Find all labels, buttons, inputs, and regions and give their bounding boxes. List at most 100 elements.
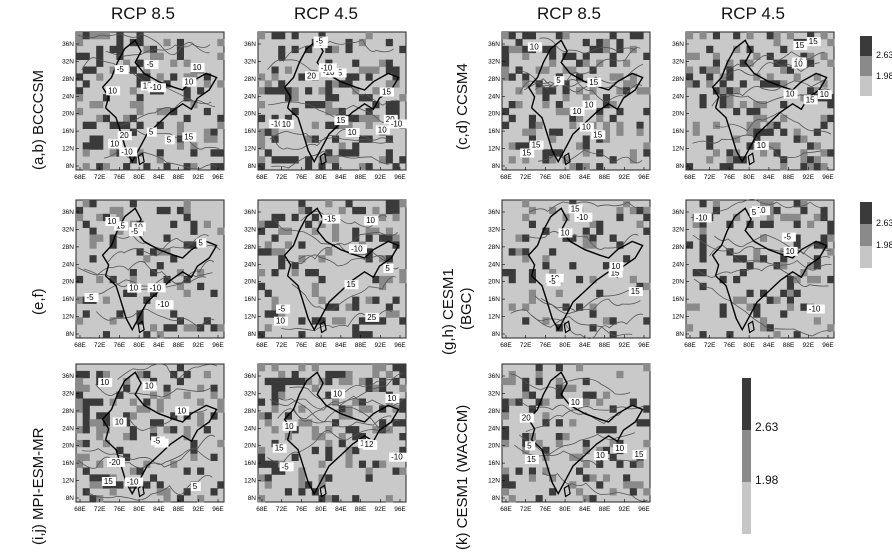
- grid-cell: [827, 149, 835, 157]
- grid-cell: [96, 135, 104, 143]
- grid-cell: [345, 114, 353, 123]
- india-outline: [527, 371, 644, 496]
- grid-cell: [143, 66, 151, 74]
- grid-cell: [719, 303, 727, 311]
- grid-cell: [766, 220, 774, 228]
- contour-line: [96, 308, 215, 329]
- grid-cell: [109, 206, 117, 215]
- contour-label-box: [119, 147, 138, 157]
- contour-label-box: [274, 316, 288, 326]
- grid-cell: [203, 220, 211, 228]
- contour-label: -15: [324, 215, 336, 224]
- contour-label-box: [791, 59, 806, 69]
- grid-cell: [358, 331, 366, 339]
- grid-cell: [372, 87, 380, 95]
- lon-tick-label: 92E: [375, 174, 387, 181]
- grid-cell: [569, 419, 577, 427]
- grid-cell: [258, 453, 266, 461]
- grid-cell: [89, 101, 97, 109]
- grid-cell: [102, 370, 110, 379]
- grid-cell: [176, 495, 184, 503]
- grid-cell: [508, 114, 516, 123]
- grid-cell: [298, 488, 306, 496]
- lat-tick-label: 16N: [244, 128, 256, 135]
- grid-cell: [298, 474, 306, 482]
- lat-tick-label: 24N: [62, 425, 74, 432]
- india-outline: [527, 207, 644, 332]
- grid-cell: [719, 94, 727, 102]
- grid-cell: [528, 391, 536, 399]
- lon-tick-label: 92E: [619, 174, 631, 181]
- grid-cell: [197, 324, 205, 332]
- grid-cell: [596, 289, 604, 297]
- grid-cell: [82, 467, 90, 475]
- grid-cell: [392, 377, 400, 386]
- grid-cell: [753, 114, 761, 123]
- lon-tick-label: 92E: [193, 174, 205, 181]
- grid-cell: [150, 289, 158, 297]
- grid-cell: [345, 412, 353, 420]
- lat-tick-label: 24N: [672, 261, 684, 268]
- grid-cell: [712, 59, 720, 67]
- grid-cell: [636, 282, 644, 291]
- grid-cell: [210, 289, 218, 297]
- grid-cell: [542, 446, 550, 455]
- grid-cell: [820, 149, 828, 157]
- map-panel-f: 25 15 10 -10 -15 5 10 -5 36N 32N 28N 24N 20N 16N 12N 8N…: [238, 198, 414, 352]
- grid-cell: [562, 384, 570, 392]
- grid-cell: [596, 220, 604, 228]
- lon-tick-label: 84E: [763, 174, 775, 181]
- grid-cell: [338, 142, 346, 150]
- grid-cell: [338, 121, 346, 129]
- grid-cell: [813, 128, 821, 136]
- grid-cell: [264, 241, 272, 249]
- contour-label: 10: [333, 389, 342, 398]
- lon-tick-label: 88E: [173, 506, 185, 513]
- grid-cell: [258, 474, 266, 482]
- grid-cell: [278, 262, 286, 270]
- grid-cell: [109, 45, 117, 54]
- contour-label-box: [106, 86, 121, 96]
- contour-label-box: [693, 213, 712, 223]
- grid-cell: [609, 426, 617, 434]
- contour-label-box: [608, 268, 623, 278]
- grid-cell: [609, 453, 617, 461]
- grid-cell: [699, 94, 707, 102]
- grid-cell: [549, 269, 557, 277]
- lat-tick-label: 16N: [244, 460, 256, 467]
- contour-line: [519, 432, 635, 456]
- contour-label-box: [305, 71, 319, 81]
- contour-label: 15: [635, 450, 644, 459]
- grid-cell: [96, 73, 104, 81]
- grid-cell: [76, 317, 84, 325]
- grid-cell: [528, 135, 536, 143]
- grid-cell: [284, 241, 292, 249]
- grid-cell: [365, 405, 373, 413]
- grid-cell: [190, 439, 198, 448]
- grid-cell: [278, 32, 286, 40]
- grid-cell: [385, 59, 393, 67]
- contour-label-box: [593, 451, 608, 460]
- grid-cell: [311, 227, 319, 235]
- lon-tick-label: 68E: [500, 342, 512, 349]
- contour-label-box: [579, 122, 594, 132]
- contour-label: -10: [351, 244, 363, 253]
- contour-label: 15: [104, 477, 113, 486]
- lat-tick-label: 32N: [244, 58, 256, 65]
- grid-cell: [365, 227, 373, 235]
- contour-label: 5: [193, 482, 198, 491]
- grid-cell: [753, 73, 761, 81]
- grid-cell: [686, 73, 694, 81]
- contour-label: -5: [278, 305, 286, 314]
- lon-tick-label: 88E: [173, 342, 185, 349]
- contour-line: [267, 420, 401, 464]
- contour-label-box: [365, 312, 380, 322]
- grid-cell: [800, 156, 808, 164]
- grid-cell: [522, 248, 530, 256]
- lat-tick-label: 20N: [488, 443, 500, 450]
- lat-tick-label: 24N: [62, 261, 74, 268]
- grid-cell: [542, 255, 550, 263]
- grid-cell: [596, 163, 604, 171]
- grid-cell: [372, 66, 380, 74]
- contour-label: 15: [336, 116, 345, 125]
